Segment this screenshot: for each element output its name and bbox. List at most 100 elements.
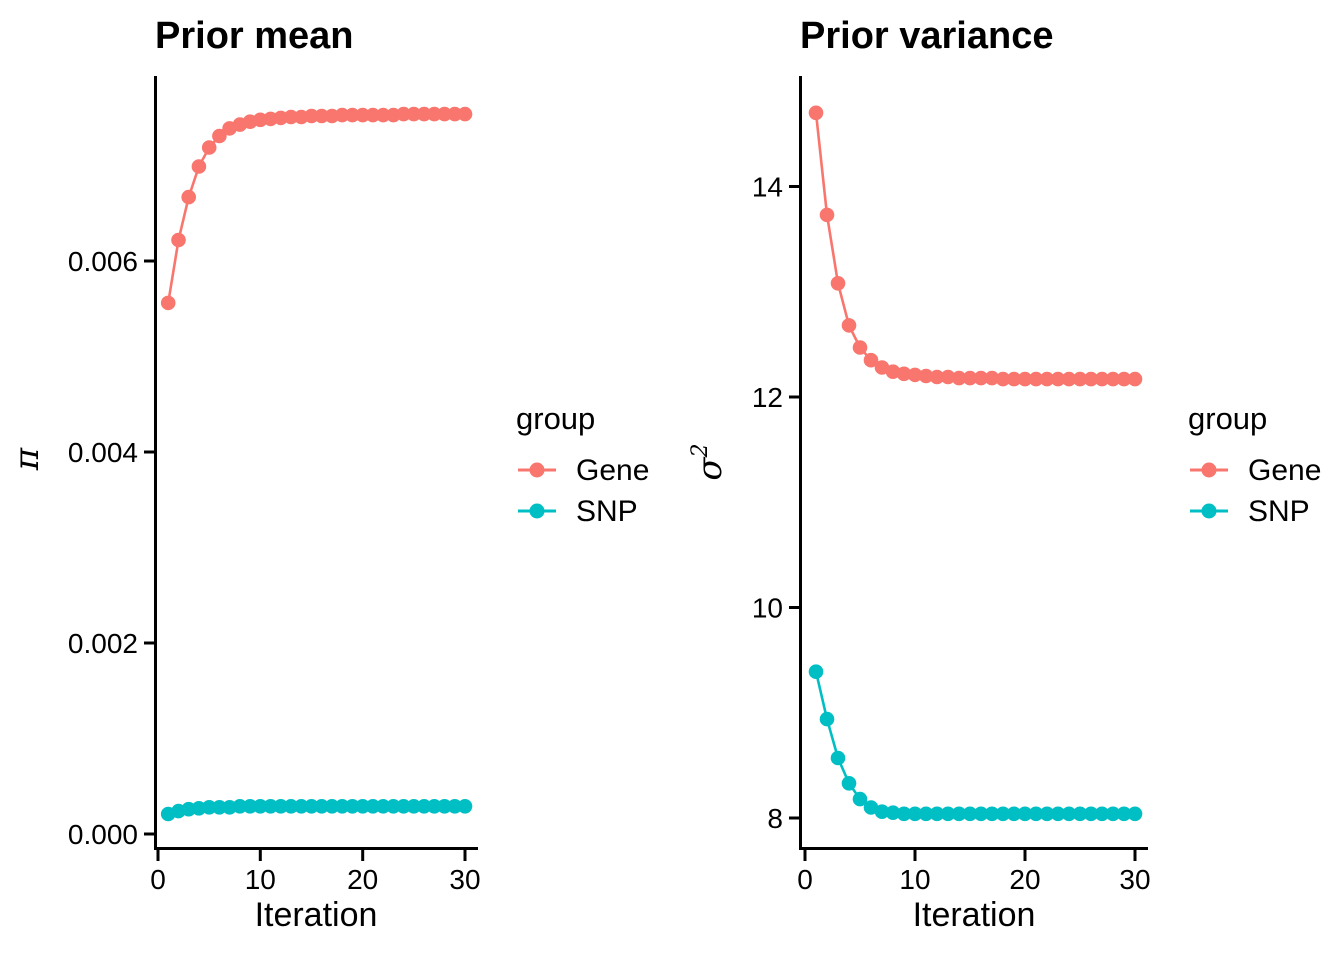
x-tick-label: 0: [797, 864, 813, 895]
series-gene: [808, 105, 1143, 387]
legend-label: SNP: [576, 495, 638, 528]
data-point: [1006, 806, 1022, 822]
data-point: [841, 318, 857, 333]
data-point: [447, 799, 463, 814]
data-point: [1105, 371, 1121, 387]
data-point: [304, 799, 319, 814]
data-point: [962, 370, 978, 386]
data-point: [896, 806, 912, 822]
x-tick-label: 20: [347, 864, 378, 895]
data-point: [1061, 806, 1077, 822]
data-point: [951, 806, 967, 822]
data-point: [896, 366, 912, 382]
data-point: [314, 108, 330, 124]
data-point: [334, 799, 350, 814]
data-point: [406, 799, 422, 814]
x-tick-label: 30: [449, 864, 480, 895]
data-point: [1028, 806, 1044, 822]
legend-key-dot: [529, 462, 545, 478]
data-point: [874, 360, 890, 375]
data-point: [929, 806, 945, 822]
data-point: [1039, 806, 1055, 822]
data-point: [940, 806, 956, 822]
x-tick-label: 20: [1009, 864, 1040, 895]
data-point: [191, 159, 207, 174]
data-point: [263, 799, 278, 814]
legend-key-dot: [1201, 503, 1217, 519]
series-line: [814, 112, 1135, 381]
data-point: [160, 295, 176, 311]
data-point: [830, 750, 846, 766]
data-point: [232, 799, 248, 814]
data-point: [396, 106, 411, 122]
legend-key-dot: [529, 503, 545, 519]
data-point: [273, 799, 289, 814]
data-point: [457, 106, 473, 122]
y-tick-label: 12: [752, 382, 783, 413]
data-point: [201, 800, 217, 815]
data-point: [427, 106, 442, 122]
data-point: [355, 107, 371, 123]
data-point: [345, 799, 360, 814]
data-point: [1039, 371, 1055, 387]
data-point: [962, 806, 978, 822]
data-point: [863, 800, 879, 815]
y-axis-title: π: [7, 447, 47, 471]
prior-mean-chart: Prior mean π 0.000 0.002 0.004 0.006 0 1…: [7, 15, 649, 934]
data-point: [1127, 371, 1143, 387]
series-snp: [808, 664, 1143, 822]
data-point: [294, 799, 309, 814]
data-point: [808, 664, 824, 679]
y-axis: 0.000 0.002 0.004 0.006: [68, 76, 157, 850]
x-tick-label: 10: [245, 864, 276, 895]
legend-item-snp: SNP: [1190, 495, 1310, 528]
data-point: [1072, 371, 1088, 387]
x-axis: 0 10 20 30 Iteration: [150, 847, 481, 934]
data-point: [1050, 371, 1066, 387]
data-point: [1050, 806, 1066, 822]
data-point: [874, 804, 890, 819]
legend-item-gene: Gene: [518, 454, 649, 487]
series-gene: [160, 106, 473, 311]
chart-title: Prior variance: [800, 15, 1053, 57]
legend-item-snp: SNP: [518, 495, 638, 528]
data-point: [995, 806, 1011, 822]
legend-label: Gene: [576, 454, 649, 487]
data-point: [375, 799, 391, 814]
data-point: [819, 207, 835, 223]
data-point: [984, 370, 1000, 386]
data-point: [314, 799, 330, 814]
data-point: [334, 107, 350, 123]
legend-item-gene: Gene: [1190, 454, 1321, 487]
data-point: [1083, 806, 1099, 822]
series-snp: [160, 799, 473, 822]
y-tick-label: 0.002: [68, 628, 138, 659]
data-point: [973, 370, 989, 386]
legend-title: group: [1188, 401, 1267, 436]
legend-label: Gene: [1248, 454, 1321, 487]
data-point: [386, 799, 401, 814]
data-point: [1028, 371, 1044, 387]
data-point: [365, 799, 381, 814]
data-point: [447, 106, 463, 122]
legend-title: group: [516, 401, 595, 436]
data-point: [1116, 806, 1132, 822]
data-point: [973, 806, 989, 822]
data-point: [437, 106, 452, 122]
data-point: [907, 806, 923, 822]
legend: group Gene SNP: [1188, 401, 1321, 528]
data-point: [951, 370, 967, 386]
data-point: [212, 800, 227, 815]
data-point: [1006, 371, 1022, 387]
y-tick-label: 0.004: [68, 437, 138, 468]
data-point: [1094, 371, 1110, 387]
y-tick-label: 10: [752, 593, 783, 624]
y-axis-title: σ2: [688, 443, 730, 480]
y-axis: 8 10 12 14: [752, 76, 802, 850]
data-point: [406, 106, 422, 122]
data-point: [345, 107, 360, 123]
data-point: [1061, 371, 1077, 387]
data-point: [181, 189, 196, 205]
data-point: [1017, 371, 1033, 387]
data-point: [355, 799, 371, 814]
